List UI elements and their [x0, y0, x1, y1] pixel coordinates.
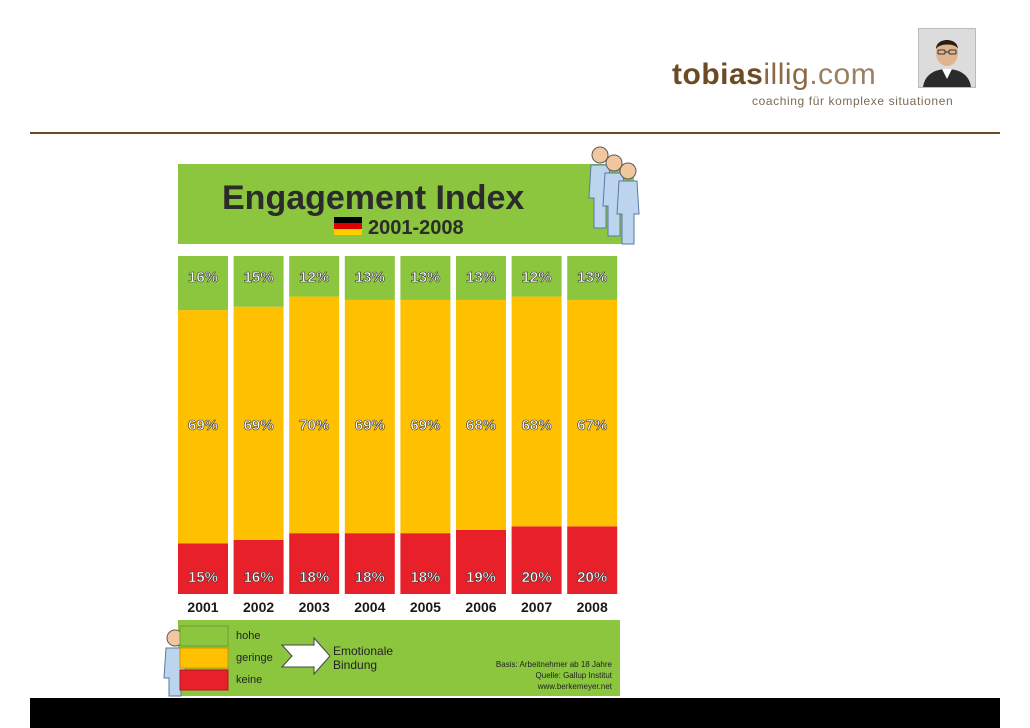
bar-keine-2007: [511, 526, 562, 594]
label-geringe-2005: 69%: [410, 417, 440, 434]
bar-hohe-2003: [289, 256, 340, 297]
label-keine-2007: 20%: [522, 569, 552, 586]
label-hohe-2008: 13%: [577, 269, 607, 286]
year-label-2006: 2006: [465, 599, 496, 615]
people-icon: [588, 146, 640, 245]
bar-hohe-2007: [511, 256, 562, 297]
label-geringe-2008: 67%: [577, 417, 607, 434]
legend-panel: hohe geringe keine Emotionale Bindung Ba…: [163, 620, 620, 697]
label-keine-2005: 18%: [410, 569, 440, 586]
bar-geringe-2006: [456, 299, 506, 530]
label-keine-2003: 18%: [299, 569, 329, 586]
year-label-2002: 2002: [243, 599, 274, 615]
legend-item-hohe: hohe: [236, 630, 260, 642]
bar-geringe-2008: [567, 299, 618, 527]
chart-subtitle: 2001-2008: [368, 217, 464, 239]
bar-geringe-2007: [511, 296, 562, 527]
bar-hohe-2006: [456, 256, 506, 300]
label-hohe-2004: 13%: [355, 269, 385, 286]
label-keine-2002: 16%: [244, 569, 274, 586]
avatar: [918, 28, 976, 88]
year-label-2005: 2005: [410, 599, 441, 615]
legend-item-geringe: geringe: [236, 652, 273, 664]
label-geringe-2001: 69%: [188, 417, 218, 434]
bar-geringe-2005: [400, 299, 451, 534]
brand-logo: tobiasillig.com coaching für komplexe si…: [672, 58, 972, 118]
note-basis: Basis: Arbeitnehmer ab 18 Jahre: [496, 660, 613, 669]
bar-hohe-2005: [400, 256, 451, 300]
label-hohe-2007: 12%: [522, 269, 552, 286]
bar-hohe-2002: [233, 256, 284, 307]
note-url: www.berkemeyer.net: [537, 682, 613, 691]
label-geringe-2003: 70%: [299, 417, 329, 434]
brand-name: tobiasillig.com: [672, 58, 876, 92]
label-keine-2001: 15%: [188, 569, 218, 586]
label-keine-2004: 18%: [355, 569, 385, 586]
title-banner: Engagement Index 2001-2008: [178, 164, 634, 244]
legend-title: Emotionale Bindung: [333, 644, 396, 672]
german-flag-icon: [334, 217, 362, 235]
label-geringe-2006: 68%: [466, 417, 496, 434]
label-geringe-2004: 69%: [355, 417, 385, 434]
label-geringe-2007: 68%: [522, 417, 552, 434]
bar-keine-2001: [178, 543, 228, 594]
label-hohe-2006: 13%: [466, 269, 496, 286]
bar-geringe-2003: [289, 296, 340, 534]
brand-tagline: coaching für komplexe situationen: [752, 94, 954, 108]
note-source: Quelle: Gallup Institut: [536, 671, 613, 680]
legend-title-line-1: Emotionale: [333, 644, 393, 658]
bar-keine-2005: [400, 533, 451, 594]
chart-title: Engagement Index: [222, 179, 524, 217]
label-keine-2006: 19%: [466, 569, 496, 586]
bars: 15% 69% 16% 16% 69% 15% 18% 70% 12% 18% 69% 13% 18% 6…: [178, 256, 618, 594]
year-label-2003: 2003: [299, 599, 330, 615]
bar-hohe-2001: [178, 256, 228, 311]
year-label-2008: 2008: [577, 599, 608, 615]
label-keine-2008: 20%: [577, 569, 607, 586]
bar-keine-2002: [233, 539, 284, 594]
brand-part-2: illig: [763, 58, 810, 91]
bar-keine-2004: [344, 533, 395, 594]
label-hohe-2002: 15%: [244, 269, 274, 286]
legend-item-keine: keine: [236, 674, 262, 686]
label-hohe-2005: 13%: [410, 269, 440, 286]
bar-keine-2006: [456, 529, 506, 594]
legend-arrow-icon: [280, 636, 331, 676]
bar-geringe-2001: [178, 310, 228, 544]
bar-geringe-2004: [344, 299, 395, 534]
brand-part-1: tobias: [672, 58, 764, 91]
bar-geringe-2002: [233, 306, 284, 540]
year-label-2001: 2001: [187, 599, 218, 615]
footer-bar: [30, 698, 1000, 728]
label-hohe-2003: 12%: [299, 269, 329, 286]
year-labels: 2001 2002 2003 2004 2005 2006 2007 2008: [187, 599, 608, 615]
label-hohe-2001: 16%: [188, 269, 218, 286]
bar-keine-2008: [567, 526, 618, 594]
year-label-2004: 2004: [354, 599, 385, 615]
bar-hohe-2008: [567, 256, 618, 300]
bar-hohe-2004: [344, 256, 395, 300]
legend-title-line-2: Bindung: [333, 658, 377, 672]
header-rule: [30, 132, 1000, 134]
year-label-2007: 2007: [521, 599, 552, 615]
bar-keine-2003: [289, 533, 340, 594]
label-geringe-2002: 69%: [244, 417, 274, 434]
brand-part-3: .com: [809, 58, 877, 91]
